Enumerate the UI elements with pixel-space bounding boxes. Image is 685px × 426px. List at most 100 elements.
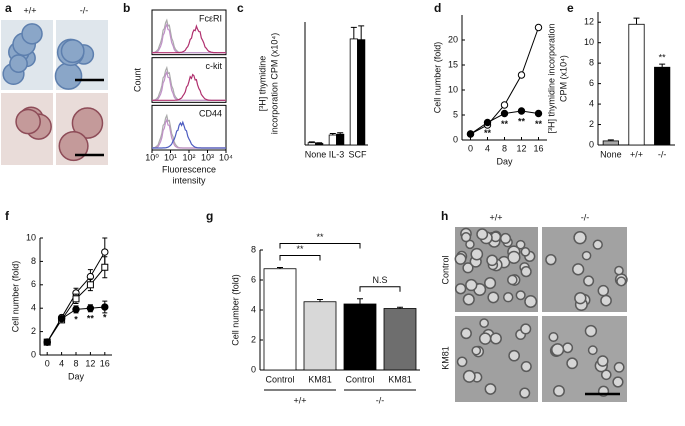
bar [336, 133, 345, 146]
histogram-title: FcεRI [199, 13, 222, 23]
marker [72, 305, 80, 314]
cell [548, 331, 559, 343]
x-tick-label: 12 [85, 358, 95, 368]
marker [86, 304, 95, 312]
x-axis-label: Day [68, 371, 85, 381]
cell [454, 253, 467, 265]
y-tick-label: 10 [448, 84, 458, 94]
cell [462, 262, 474, 274]
cell [519, 387, 531, 399]
y-tick-label: 4 [31, 303, 36, 313]
cell [520, 247, 531, 257]
cell [507, 250, 521, 264]
significance-bracket [279, 243, 361, 249]
x-tick-label: -/- [658, 149, 667, 159]
y-tick-label: 10 [584, 37, 594, 47]
cell [551, 343, 565, 357]
error-bar [329, 132, 336, 136]
y-axis-label: Count [132, 68, 142, 93]
x-tick-label: 8 [73, 358, 78, 368]
cell [597, 284, 610, 297]
x-tick-label: 0 [45, 358, 50, 368]
cell [545, 253, 557, 266]
error-bar [607, 139, 614, 141]
panel-letter: g [206, 209, 213, 223]
cell [520, 360, 532, 373]
y-tick-label: 0 [31, 349, 36, 359]
x-tick-label: IL-3 [329, 149, 345, 159]
cell [454, 283, 467, 295]
histogram-frame [151, 9, 227, 56]
cell [573, 230, 587, 245]
y-tick-label: 2 [589, 119, 594, 129]
cell [462, 369, 476, 383]
cell [465, 278, 478, 292]
marker [534, 109, 543, 118]
x-tick-label: 10⁰ [145, 152, 159, 162]
error-bar [397, 306, 403, 309]
bar [315, 143, 324, 146]
histogram-curve [151, 22, 226, 54]
panel-letter: a [5, 1, 12, 15]
x-tick-label: 4 [59, 358, 64, 368]
x-tick-label: 10¹ [164, 152, 177, 162]
x-tick-label: 4 [485, 143, 490, 153]
y-tick-label: 8 [589, 58, 594, 68]
cell [515, 239, 526, 250]
cell [524, 295, 538, 308]
panel-letter: f [5, 209, 10, 223]
x-tick-label: 10² [182, 152, 195, 162]
y-tick-label: 6 [251, 274, 256, 284]
x-tick-label: 0 [468, 143, 473, 153]
x-tick-label: KM81 [308, 374, 332, 384]
error-bar [277, 267, 283, 269]
marker [101, 303, 109, 311]
cell [460, 327, 472, 340]
histogram-title: CD44 [199, 109, 222, 119]
histogram-curve [152, 73, 226, 101]
x-tick-label: 8 [502, 143, 507, 153]
cell [470, 247, 484, 261]
cell [614, 265, 624, 276]
cell [507, 274, 518, 286]
bar [654, 66, 671, 146]
marker [86, 281, 94, 289]
cell [520, 266, 532, 278]
cell [54, 62, 83, 90]
x-tick-label: 10⁴ [219, 152, 233, 162]
cell [616, 276, 627, 287]
group-label: +/+ [293, 395, 306, 405]
x-tick-label: Control [265, 374, 294, 384]
y-tick-label: 10 [26, 232, 36, 242]
column-label: +/+ [23, 5, 36, 15]
y-tick-label: 5 [453, 109, 458, 119]
y-tick-label: 2 [251, 334, 256, 344]
y-tick-label: 20 [448, 34, 458, 44]
histogram-curve [152, 24, 226, 54]
cell [508, 349, 520, 362]
y-tick-label: 8 [31, 256, 36, 266]
x-tick-label: None [600, 149, 622, 159]
x-tick-label: +/+ [630, 149, 643, 159]
x-axis-label: intensity [172, 175, 206, 185]
error-bar [308, 141, 315, 143]
bar [307, 142, 316, 146]
cell [502, 292, 514, 303]
x-tick-label: SCF [349, 149, 368, 159]
marker [500, 101, 509, 109]
x-tick-label: Control [345, 374, 374, 384]
cell [15, 108, 41, 135]
group-label: -/- [376, 395, 385, 405]
y-tick-label: 15 [448, 59, 458, 69]
cell [566, 357, 579, 370]
cell [574, 291, 587, 305]
bar [357, 39, 366, 146]
column-label: -/- [581, 212, 590, 222]
histogram-curve [152, 70, 226, 101]
x-axis-label: Day [496, 156, 513, 166]
y-tick-label: 0 [589, 139, 594, 149]
cell [572, 263, 585, 276]
y-tick-label: 2 [31, 326, 36, 336]
error-bar [350, 26, 357, 39]
